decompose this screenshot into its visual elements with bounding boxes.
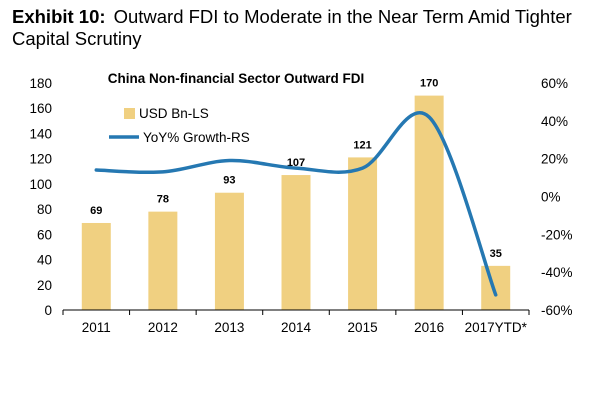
x-axis-tick-label: 2012 [148, 320, 178, 335]
left-axis: 0 20 40 60 80 100 120 140 160 180 [29, 76, 52, 318]
left-axis-tick-label: 120 [29, 152, 52, 167]
left-axis-tick-label: 60 [37, 227, 52, 242]
left-axis-tick-label: 160 [29, 101, 52, 116]
bar [81, 222, 111, 310]
chart-title: China Non-financial Sector Outward FDI [108, 71, 365, 86]
exhibit-label: Exhibit 10: [12, 6, 106, 27]
bar [214, 192, 244, 310]
bar-series [81, 95, 511, 310]
bar [414, 95, 444, 310]
right-axis: -60% -40% -20% 0% 20% 40% 60% [541, 76, 573, 318]
bar-data-label: 78 [157, 194, 169, 206]
x-axis-tick-label: 2016 [414, 320, 444, 335]
exhibit-title: Outward FDI to Moderate in the Near Term… [12, 6, 572, 49]
legend: USD Bn-LS YoY% Growth-RS [109, 106, 250, 145]
left-axis-tick-label: 20 [37, 278, 52, 293]
x-axis-tick-label: 2014 [281, 320, 312, 335]
right-axis-tick-label: -20% [541, 227, 573, 242]
x-axis-tick-label: 2011 [82, 320, 111, 335]
right-axis-tick-label: 60% [541, 76, 568, 91]
x-axis-tick-label: 2013 [214, 320, 244, 335]
left-axis-tick-label: 40 [37, 253, 52, 268]
exhibit-heading: Exhibit 10: Outward FDI to Moderate in th… [12, 6, 587, 50]
right-axis-tick-label: 0% [541, 190, 561, 205]
right-axis-tick-label: 40% [541, 114, 568, 129]
legend-bar-label: USD Bn-LS [139, 106, 209, 121]
bar [348, 157, 378, 310]
x-axis-tick-label: 2017YTD* [465, 320, 528, 335]
bar-data-label: 35 [490, 248, 502, 260]
left-axis-tick-label: 80 [37, 202, 52, 217]
bar [148, 211, 178, 310]
left-axis-tick-label: 180 [29, 76, 52, 91]
bar-data-label: 121 [353, 139, 371, 151]
right-axis-tick-label: -40% [541, 265, 573, 280]
line-series [94, 111, 498, 297]
x-axis: 2011 2012 2013 2014 2015 2016 2017YTD* [62, 309, 530, 335]
bar [281, 175, 311, 310]
yoy-growth-line [94, 111, 498, 297]
x-axis-tick-label: 2015 [348, 320, 378, 335]
left-axis-tick-label: 140 [29, 126, 52, 141]
left-axis-tick-label: 0 [44, 303, 52, 318]
left-axis-tick-label: 100 [29, 177, 52, 192]
legend-bar-swatch [124, 108, 135, 119]
legend-line-label: YoY% Growth-RS [143, 130, 250, 145]
right-axis-tick-label: -60% [541, 303, 573, 318]
bar [481, 265, 511, 310]
right-axis-tick-label: 20% [541, 152, 568, 167]
bar-data-label: 170 [420, 78, 438, 90]
bar-data-label: 93 [223, 175, 235, 187]
bar-data-label: 69 [90, 205, 102, 217]
